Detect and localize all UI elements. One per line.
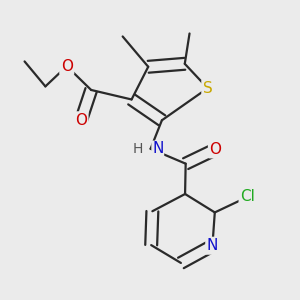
Text: H: H (133, 142, 143, 156)
Text: Cl: Cl (240, 190, 255, 205)
Text: O: O (75, 113, 87, 128)
Text: O: O (209, 142, 221, 157)
Text: N: N (207, 238, 218, 253)
Text: S: S (203, 81, 212, 96)
Text: N: N (152, 141, 164, 156)
Text: O: O (61, 59, 73, 74)
